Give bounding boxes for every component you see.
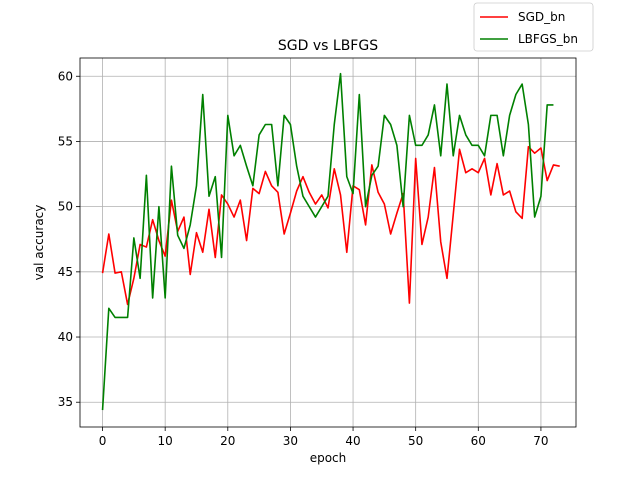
y-axis: 35 40 45 50 55 60: [58, 69, 80, 409]
y-tick-label: 60: [58, 69, 73, 83]
series-line-lbfgs-bn: [101, 72, 554, 411]
y-tick-label: 40: [58, 330, 73, 344]
series-layer: [101, 72, 560, 411]
y-tick-label: 35: [58, 395, 73, 409]
series-line-sgd-bn: [101, 145, 560, 306]
x-axis-label: epoch: [310, 451, 347, 465]
x-tick-label: 0: [99, 434, 107, 448]
y-tick-label: 55: [58, 134, 73, 148]
x-axis: 0 10 20 30 40 50 60 70: [99, 427, 549, 448]
x-tick-label: 40: [345, 434, 360, 448]
x-tick-label: 60: [471, 434, 486, 448]
x-tick-label: 30: [283, 434, 298, 448]
x-tick-label: 10: [158, 434, 173, 448]
y-tick-label: 45: [58, 265, 73, 279]
legend-entry: LBFGS_bn: [518, 32, 578, 46]
chart-title: SGD vs LBFGS: [278, 38, 378, 54]
x-tick-label: 50: [408, 434, 423, 448]
x-tick-label: 20: [220, 434, 235, 448]
plot-frame: [79, 57, 577, 428]
y-tick-label: 50: [58, 200, 73, 214]
x-tick-label: 70: [533, 434, 548, 448]
legend: SGD_bn LBFGS_bn: [473, 2, 594, 52]
y-axis-label: val accuracy: [32, 205, 46, 281]
legend-entry: SGD_bn: [518, 10, 565, 24]
